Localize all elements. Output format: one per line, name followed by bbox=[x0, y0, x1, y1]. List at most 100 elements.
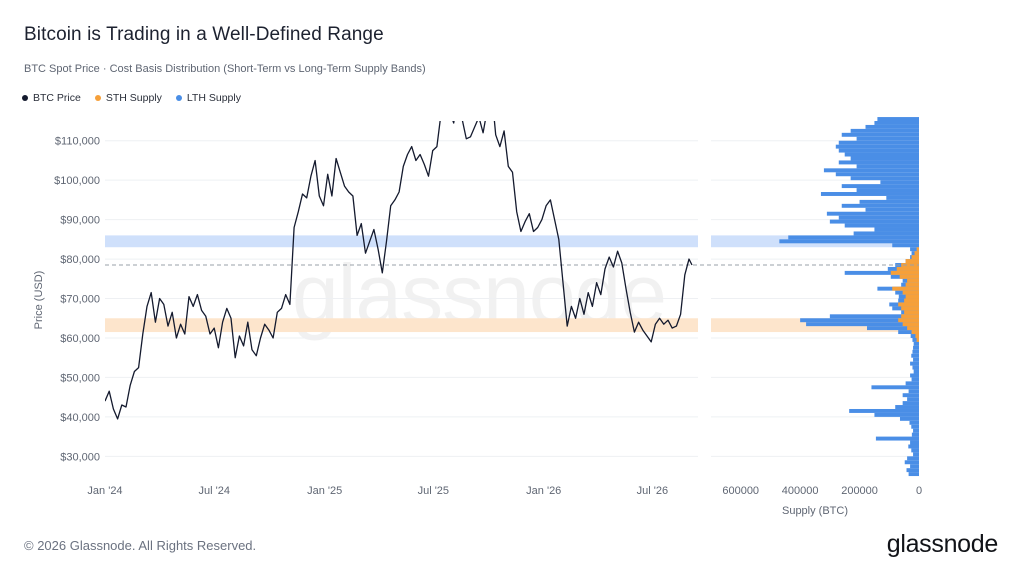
lth-supply-bar bbox=[892, 243, 919, 248]
lth-supply-bar bbox=[844, 223, 919, 228]
supply-tick-label: 600000 bbox=[722, 485, 759, 497]
y-tick-label: $90,000 bbox=[60, 215, 100, 227]
lth-supply-bar bbox=[913, 452, 919, 457]
sth-supply-bar bbox=[916, 337, 919, 342]
lth-supply-bar bbox=[910, 440, 919, 445]
sth-supply-bar bbox=[911, 330, 919, 335]
legend-label-btc-price: BTC Price bbox=[33, 92, 81, 104]
lth-supply-bar bbox=[841, 132, 919, 137]
lth-supply-bar bbox=[913, 341, 919, 346]
sth-supply-bar bbox=[902, 290, 919, 295]
legend: BTC Price STH Supply LTH Supply bbox=[22, 92, 241, 104]
lth-supply-bar bbox=[850, 156, 919, 161]
lth-supply-bar bbox=[911, 448, 919, 453]
lth-supply-bar bbox=[911, 377, 919, 382]
lth-supply-bar bbox=[880, 180, 919, 185]
lth-supply-bar bbox=[913, 345, 919, 350]
lth-supply-bar bbox=[838, 215, 919, 220]
lth-supply-bar bbox=[886, 195, 919, 200]
x-tick-label: Jan '26 bbox=[526, 485, 561, 497]
brand-logo[interactable]: glassnode bbox=[886, 530, 999, 558]
lth-supply-bar bbox=[908, 444, 919, 449]
y-tick-label: $100,000 bbox=[54, 175, 100, 187]
sth-supply-bar bbox=[911, 255, 919, 260]
lth-supply-bar bbox=[850, 176, 919, 181]
sth-supply-bar bbox=[902, 322, 919, 327]
supply-bars bbox=[779, 117, 919, 477]
supply-axis-label: Supply (BTC) bbox=[782, 505, 848, 517]
lth-supply-bar bbox=[910, 373, 919, 378]
legend-label-sth-supply: STH Supply bbox=[105, 92, 162, 104]
lth-supply-bar bbox=[850, 128, 919, 133]
sth-supply-bar bbox=[896, 266, 919, 271]
legend-label-lth-supply: LTH Supply bbox=[186, 92, 241, 104]
lth-supply-bar bbox=[910, 334, 919, 338]
lth-supply-bar bbox=[865, 207, 919, 212]
lth-supply-bar bbox=[865, 124, 919, 129]
price-line-group bbox=[105, 121, 693, 420]
lth-supply-bar bbox=[904, 460, 919, 465]
x-tick-label: Jul '25 bbox=[418, 485, 449, 497]
lth-supply-bar bbox=[856, 188, 919, 193]
lth-supply-bar bbox=[826, 211, 919, 216]
x-axis-ticks: Jan '24 Jul '24 Jan '25 Jul '25 Jan '26 Jul '… bbox=[87, 485, 668, 497]
lth-supply-bar bbox=[912, 349, 919, 354]
lth-supply-bar bbox=[835, 172, 919, 177]
lth-supply-bar bbox=[874, 121, 919, 125]
x-tick-label: Jul '24 bbox=[199, 485, 230, 497]
lth-supply-bar bbox=[874, 227, 919, 232]
lth-supply-bar bbox=[906, 468, 919, 473]
lth-supply-bar bbox=[912, 337, 919, 342]
price-bands bbox=[105, 235, 698, 333]
lth-supply-bar bbox=[911, 432, 919, 437]
lth-supply-bar bbox=[856, 164, 919, 169]
sth-supply-bar bbox=[899, 274, 919, 279]
copyright-footer: © 2026 Glassnode. All Rights Reserved. bbox=[24, 538, 257, 553]
supply-tick-label: 0 bbox=[916, 485, 922, 497]
lth-supply-bar bbox=[844, 270, 919, 275]
y-tick-label: $80,000 bbox=[60, 254, 100, 266]
legend-item-lth-supply[interactable]: LTH Supply bbox=[175, 92, 241, 104]
lth-supply-bar bbox=[835, 144, 919, 149]
lth-supply-bar bbox=[788, 235, 919, 240]
lth-supply-bar bbox=[841, 203, 919, 208]
chart-subtitle: BTC Spot Price · Cost Basis Distribution… bbox=[24, 63, 426, 75]
supply-tick-label: 200000 bbox=[841, 485, 878, 497]
lth-supply-bar bbox=[898, 330, 919, 335]
lth-supply-bar bbox=[874, 412, 919, 417]
sth-supply-bar bbox=[905, 259, 919, 264]
lth-supply-bar bbox=[856, 136, 919, 141]
sth-supply-bar bbox=[915, 334, 919, 338]
y-tick-label: $40,000 bbox=[60, 412, 100, 424]
sth-supply-bar bbox=[901, 314, 919, 319]
lth-supply-bar bbox=[905, 381, 919, 386]
sth-supply-bar bbox=[898, 302, 919, 307]
lth-supply-bar bbox=[859, 199, 919, 204]
sth-supply-bar bbox=[907, 278, 919, 283]
legend-dot-lth-supply bbox=[175, 95, 182, 101]
supply-axis-ticks: 0 200000 400000 600000 bbox=[722, 485, 922, 497]
lth-supply-bar bbox=[806, 322, 919, 327]
lth-supply-bar bbox=[913, 428, 919, 433]
lth-supply-bar bbox=[853, 231, 919, 236]
lth-supply-bar bbox=[800, 318, 919, 323]
lth-supply-bar bbox=[820, 192, 919, 196]
lth-supply-bar bbox=[913, 369, 919, 374]
lth-supply-bar bbox=[907, 456, 919, 461]
lth-supply-bar bbox=[871, 385, 919, 390]
legend-item-btc-price[interactable]: BTC Price bbox=[22, 92, 81, 104]
lth-supply-bar bbox=[838, 160, 919, 165]
legend-item-sth-supply[interactable]: STH Supply bbox=[94, 92, 162, 104]
lth-supply-bar bbox=[877, 117, 919, 121]
lth-supply-bar bbox=[910, 464, 919, 469]
lth-supply-bar bbox=[875, 436, 919, 441]
sth-supply-bar bbox=[916, 247, 919, 252]
legend-dot-btc-price bbox=[22, 95, 28, 101]
y-tick-label: $110,000 bbox=[55, 136, 100, 148]
y-tick-label: $50,000 bbox=[60, 372, 100, 384]
y-axis-ticks: $30,000 $40,000 $50,000 $60,000 $70,000 $80,0… bbox=[54, 136, 100, 464]
lth-supply-bar bbox=[909, 420, 919, 425]
y-axis-label: Price (USD) bbox=[33, 271, 45, 330]
lth-supply-bar bbox=[895, 405, 919, 409]
lth-supply-bar bbox=[823, 168, 919, 173]
